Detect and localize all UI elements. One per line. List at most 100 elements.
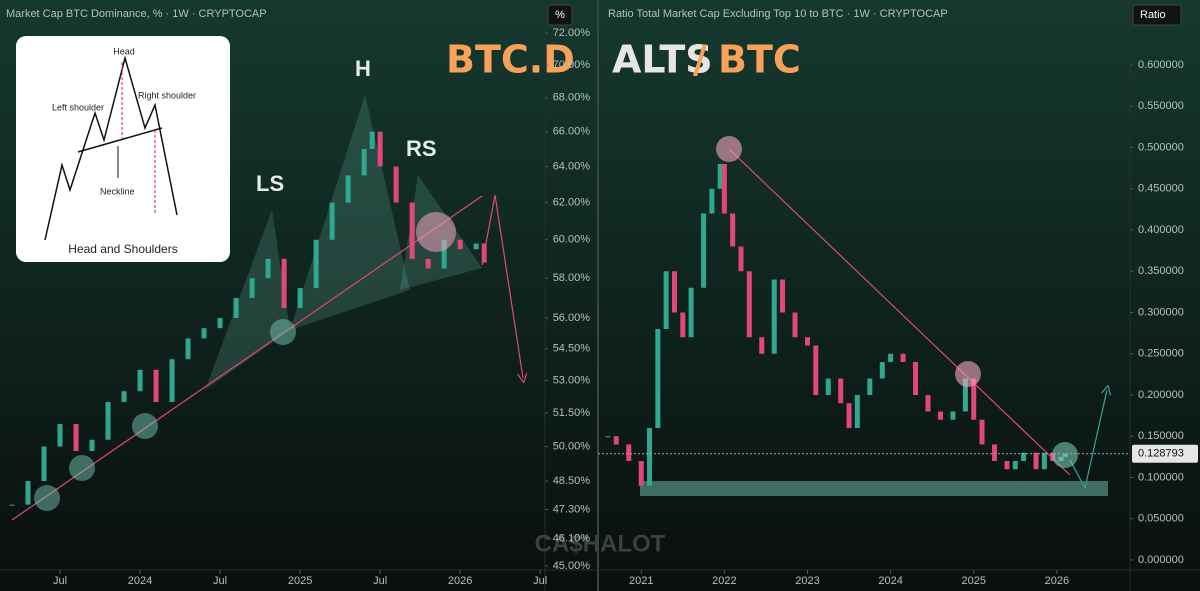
candle: [41, 446, 47, 482]
y-tick-label: 0.550000: [1138, 100, 1184, 112]
candle: [249, 278, 255, 298]
candle: [846, 403, 852, 428]
y-tick-label: 60.00%: [553, 234, 591, 246]
y-tick-label: 51.50%: [553, 407, 591, 419]
trendline: [728, 148, 1071, 476]
candle: [1041, 452, 1047, 470]
y-tick-label: 0.450000: [1138, 183, 1184, 195]
y-tick-label: 0.000000: [1138, 554, 1184, 566]
candle: [680, 312, 686, 338]
y-tick-label: 70.00%: [553, 59, 591, 71]
x-tick-label: 2025: [961, 575, 985, 587]
candle: [57, 424, 63, 447]
y-tick-label: 46.10%: [553, 533, 591, 545]
candle: [121, 391, 127, 403]
candle: [813, 345, 819, 395]
unit-box: [547, 4, 573, 26]
candle: [281, 258, 287, 308]
candle: [377, 131, 383, 167]
candle: [105, 402, 111, 440]
candle: [867, 378, 873, 395]
inset-label: Right shoulder: [138, 90, 196, 100]
candle: [838, 378, 844, 404]
inset: Head Left shoulder Right shoulder Neckli…: [16, 36, 230, 262]
candle: [89, 439, 95, 452]
y-tick-label: 0.600000: [1138, 59, 1184, 71]
x-tick-label: 2024: [128, 575, 152, 587]
y-tick-label: 56.00%: [553, 312, 591, 324]
y-tick-label: 58.00%: [553, 272, 591, 284]
x-tick-label: Jul: [533, 575, 547, 587]
candle: [313, 239, 319, 289]
candle: [730, 213, 736, 247]
h-triangle: [290, 95, 410, 330]
inset-box: [16, 36, 230, 262]
y-tick-label: 48.50%: [553, 475, 591, 487]
inset-caption: Head and Shoulders: [68, 242, 177, 256]
pattern-sketch: [44, 55, 178, 241]
inset-label: Left shoulder: [52, 102, 104, 112]
candle: [900, 353, 906, 362]
candle: [265, 258, 271, 279]
inset-label: Neckline: [100, 186, 135, 196]
circle: [416, 212, 456, 252]
overlay-title: BTC: [718, 38, 801, 82]
candle: [759, 337, 765, 354]
candle: [655, 329, 661, 428]
y-tick-label: 0.250000: [1138, 348, 1184, 360]
x-tick-label: Jul: [373, 575, 387, 587]
projection: [1069, 390, 1107, 490]
chart-title: Market Cap BTC Dominance, % · 1W · CRYPT…: [6, 8, 267, 20]
y-tick-label: 64.00%: [553, 160, 591, 172]
candle: [369, 131, 375, 149]
x-tick-label: 2024: [878, 575, 902, 587]
y-tick-label: 0.350000: [1138, 265, 1184, 277]
candle: [297, 288, 303, 308]
candle: [1012, 461, 1018, 470]
highlight-circles: [34, 136, 1078, 511]
pattern-label: RS: [406, 136, 437, 161]
candle: [153, 369, 159, 403]
marks: [9, 131, 1068, 506]
candle: [721, 164, 727, 214]
x-tick-label: 2026: [1045, 575, 1069, 587]
candle: [937, 411, 943, 420]
candle: [913, 362, 919, 395]
candle: [393, 166, 399, 203]
y-tick-label: 0.200000: [1138, 389, 1184, 401]
candle: [605, 436, 611, 438]
candle: [971, 378, 977, 420]
candle: [854, 395, 860, 428]
y-tick-label: 0.150000: [1138, 430, 1184, 442]
pattern-label: LS: [256, 171, 284, 196]
candle: [888, 353, 894, 362]
overlay-title: ALTS: [612, 38, 713, 82]
trendline: [11, 195, 483, 521]
candle: [688, 287, 694, 338]
candle: [233, 297, 239, 318]
candle: [481, 243, 487, 263]
y-tick-label: 47.30%: [553, 503, 591, 515]
y-tick-label: 0.050000: [1138, 513, 1184, 525]
support-zone: [640, 481, 1108, 496]
unit-box: [1132, 4, 1182, 26]
x-tick-label: 2022: [712, 575, 736, 587]
candle: [1033, 452, 1039, 470]
y-tick-label: 62.00%: [553, 196, 591, 208]
y-tick-label: 72.00%: [553, 27, 591, 39]
x-tick-label: 2023: [795, 575, 819, 587]
circle: [716, 136, 742, 162]
candle: [345, 175, 351, 203]
y-tick-label: 0.400000: [1138, 224, 1184, 236]
y-tick-label: 54.50%: [553, 343, 591, 355]
candle: [329, 202, 335, 240]
projection: [481, 194, 523, 378]
candle: [185, 338, 191, 360]
overlay-title: /: [693, 38, 707, 82]
candle: [792, 312, 798, 338]
candle: [1004, 461, 1010, 470]
circle: [69, 455, 95, 481]
y-tick-label: 0.300000: [1138, 306, 1184, 318]
candle: [701, 213, 707, 288]
y-tick-label: 50.00%: [553, 440, 591, 452]
